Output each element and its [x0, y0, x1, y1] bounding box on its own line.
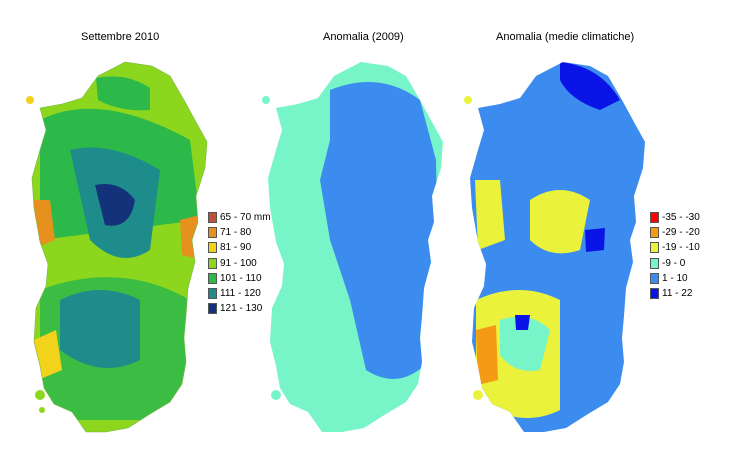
legend-label: 81 - 90 — [220, 242, 252, 254]
legend-swatch — [650, 227, 659, 239]
map-anomaly-2009 — [262, 62, 443, 432]
legend-label: -35 - -30 — [662, 212, 700, 224]
legend-swatch — [208, 257, 217, 269]
legend-item: -29 - -20 — [650, 225, 700, 240]
legend-label: 11 - 22 — [662, 288, 693, 300]
island-sant-antioco — [35, 390, 45, 400]
legend-item: 121 - 130 — [208, 301, 271, 316]
legend-swatch — [650, 242, 659, 254]
legend-swatch — [208, 288, 217, 300]
legend-label: 65 - 70 mm — [220, 212, 271, 224]
legend-item: 91 - 100 — [208, 256, 271, 271]
legend-swatch — [650, 257, 659, 269]
legend-swatch — [208, 212, 217, 224]
panel-title-anomaly-2009: Anomalia (2009) — [323, 31, 404, 43]
rainfall-zone-121-130 — [95, 184, 135, 226]
legend-swatch — [650, 288, 659, 300]
anomaly2009-zone-1-10 — [320, 82, 438, 379]
anomaly-climate-zone-minus29-minus20 — [476, 325, 498, 385]
rainfall-zone-81-90-southwest — [34, 330, 62, 380]
legend-swatch — [650, 212, 659, 224]
legend-label: -19 - -10 — [662, 242, 700, 254]
map-anomaly-climate — [464, 62, 645, 432]
anomaly-climate-zone-11-22-north — [560, 62, 620, 110]
legend-swatch — [208, 272, 217, 284]
legend-label: 101 - 110 — [220, 272, 262, 284]
legend-item: -35 - -30 — [650, 210, 700, 225]
rainfall-zone-north-tip — [96, 76, 150, 111]
island-asinara-climate — [464, 96, 472, 104]
map-rainfall-september — [26, 61, 208, 433]
legend-swatch — [208, 242, 217, 254]
legend-item: 1 - 10 — [650, 271, 700, 286]
legend-item: 111 - 120 — [208, 286, 271, 301]
legend-anomaly: -35 - -30 -29 - -20 -19 - -10 -9 - 0 1 -… — [650, 210, 700, 301]
legend-label: 111 - 120 — [220, 288, 261, 300]
legend-label: -9 - 0 — [662, 257, 686, 269]
legend-label: 1 - 10 — [662, 272, 688, 284]
anomaly-climate-zone-minus19-minus10-central — [530, 190, 590, 254]
anomaly-climate-zone-minus9-0 — [500, 316, 550, 371]
legend-rainfall: 65 - 70 mm 71 - 80 81 - 90 91 - 100 101 … — [208, 210, 271, 316]
legend-label: 91 - 100 — [220, 257, 257, 269]
island-asinara — [26, 96, 34, 104]
island-asinara-2009 — [262, 96, 270, 104]
anomaly-climate-zone-11-22-south — [515, 315, 530, 330]
legend-swatch — [650, 272, 659, 284]
legend-label: 71 - 80 — [220, 227, 252, 239]
island-sant-antioco-2009 — [271, 390, 281, 400]
legend-label: 121 - 130 — [220, 303, 263, 315]
legend-item: -9 - 0 — [650, 256, 700, 271]
legend-item: 11 - 22 — [650, 286, 700, 301]
panel-title-anomaly-climate: Anomalia (medie climatiche) — [496, 31, 635, 43]
island-sant-antioco-climate — [473, 390, 483, 400]
anomaly-climate-zone-minus19-minus10-west — [475, 180, 505, 250]
legend-item: -19 - -10 — [650, 240, 700, 255]
panel-title-september-2010: Settembre 2010 — [81, 31, 160, 43]
island-san-pietro — [39, 407, 45, 413]
legend-item: 71 - 80 — [208, 225, 271, 240]
rainfall-zone-111-120-south — [60, 290, 140, 368]
anomaly-climate-zone-11-22-east — [585, 228, 605, 252]
legend-swatch — [208, 303, 217, 315]
rainfall-zone-71-80-east — [180, 215, 200, 260]
legend-item: 81 - 90 — [208, 240, 271, 255]
legend-item: 65 - 70 mm — [208, 210, 271, 225]
legend-label: -29 - -20 — [662, 227, 700, 239]
legend-swatch — [208, 227, 217, 239]
legend-item: 101 - 110 — [208, 271, 271, 286]
